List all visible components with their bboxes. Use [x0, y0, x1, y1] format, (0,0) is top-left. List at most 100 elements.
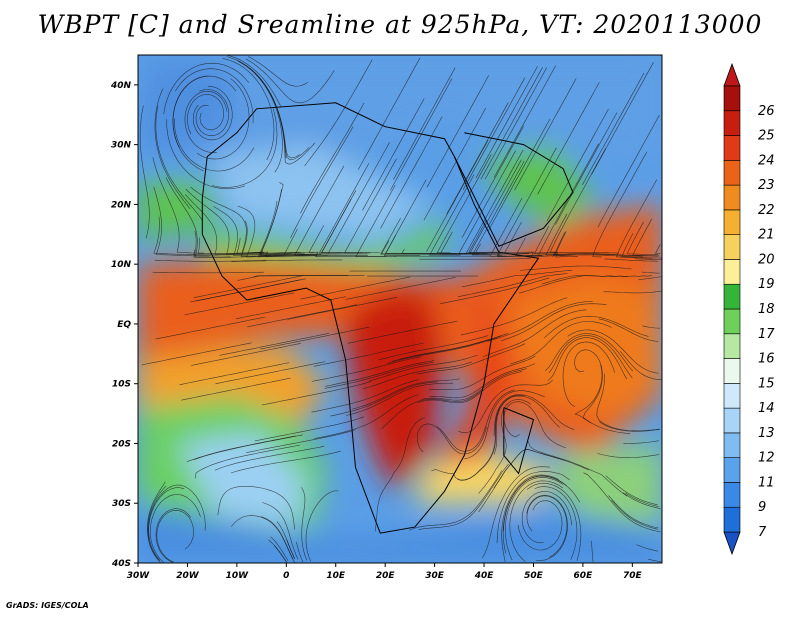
axis-ticks: 30W 20W 10W 0 10E 20E 30E 40E 50E 60E 70E 40N 30N 20N… — [110, 81, 643, 581]
colorbar-swatch — [723, 383, 741, 409]
streamline — [305, 490, 339, 562]
streamline — [270, 536, 289, 562]
streamline — [478, 399, 532, 494]
streamline — [314, 394, 419, 439]
lon-tick-label: 20E — [376, 571, 396, 581]
streamline — [174, 118, 255, 172]
streamline — [436, 154, 492, 254]
colorbar-label: 14 — [758, 401, 775, 416]
streamline — [217, 485, 296, 530]
streamline — [574, 349, 603, 423]
streamline — [431, 407, 501, 481]
streamline — [387, 337, 497, 364]
lon-tick-label: 30E — [425, 571, 445, 581]
colorbar-swatch — [723, 308, 741, 335]
streamline — [493, 65, 556, 178]
streamline — [446, 102, 509, 215]
colorbar-swatch — [723, 234, 741, 260]
streamline — [475, 65, 538, 179]
streamline — [544, 315, 649, 339]
streamline — [195, 278, 306, 302]
streamline — [147, 484, 206, 540]
streamline — [534, 226, 620, 255]
lon-tick-label: 50E — [524, 571, 544, 581]
streamline — [440, 277, 550, 304]
colorbar-label: 25 — [758, 129, 775, 144]
streamline — [419, 258, 531, 260]
streamline — [423, 108, 486, 221]
streamline — [501, 474, 560, 563]
streamline — [521, 491, 572, 544]
streamline — [582, 72, 645, 185]
streamline — [282, 228, 368, 257]
streamline — [493, 449, 589, 489]
streamline — [592, 151, 648, 258]
colorbar-swatch — [723, 135, 741, 161]
lat-tick-label: 10S — [112, 380, 131, 390]
streamline — [193, 275, 304, 298]
streamline — [155, 316, 266, 340]
streamline — [641, 271, 660, 274]
lon-tick-label: 20W — [176, 571, 200, 581]
streamline — [553, 232, 643, 258]
streamline — [172, 75, 208, 172]
streamline — [325, 360, 435, 387]
streamline — [311, 356, 422, 382]
streamline — [296, 541, 304, 563]
streamline — [152, 157, 204, 254]
streamline — [421, 368, 527, 401]
streamline — [235, 296, 346, 320]
colorbar-label: 12 — [758, 451, 775, 466]
streamline — [526, 494, 568, 561]
streamline — [623, 440, 659, 444]
streamline — [214, 446, 325, 471]
streamline — [526, 482, 582, 561]
streamline — [509, 480, 564, 562]
streamline — [179, 362, 290, 386]
colorbar-swatch — [723, 259, 741, 285]
streamline — [528, 441, 628, 497]
lon-tick-label: 30W — [127, 571, 151, 581]
streamline — [611, 499, 658, 530]
streamline — [642, 325, 661, 329]
streamline — [615, 179, 657, 259]
wbpt-region — [414, 455, 554, 504]
streamline — [185, 188, 263, 256]
streamline — [635, 258, 662, 260]
lon-tick-label: 10E — [326, 571, 346, 581]
streamline — [195, 444, 300, 479]
streamline — [547, 337, 628, 381]
streamline — [416, 343, 526, 375]
streamline — [230, 450, 341, 474]
streamline — [330, 381, 438, 417]
streamline — [603, 290, 662, 294]
streamline — [501, 303, 607, 342]
streamline — [226, 56, 287, 159]
colorbar-swatch — [723, 482, 741, 508]
streamline — [222, 58, 275, 161]
wbpt-region — [513, 276, 662, 420]
streamline — [504, 477, 564, 561]
streamline — [262, 502, 299, 560]
lon-tick-label: 70E — [623, 571, 643, 581]
streamline — [259, 326, 370, 350]
colorbar-label: 11 — [758, 475, 775, 490]
streamline — [231, 259, 343, 262]
wbpt-region — [138, 503, 662, 563]
streamline — [237, 205, 305, 258]
colorbar-label: 15 — [758, 376, 775, 391]
colorbar-swatch — [723, 160, 741, 186]
streamline — [526, 495, 568, 558]
colorbar-swatch — [723, 184, 741, 211]
colorbar-under-arrow — [723, 531, 741, 556]
streamline — [465, 149, 524, 254]
wbpt-region — [553, 443, 662, 528]
streamline — [212, 108, 278, 188]
streamline — [624, 492, 659, 507]
lat-tick-label: 30N — [111, 141, 132, 151]
streamline — [458, 150, 516, 254]
colorbar-label: 13 — [758, 426, 775, 441]
streamline — [620, 351, 662, 380]
streamline — [632, 218, 660, 257]
map-frame — [137, 54, 663, 564]
